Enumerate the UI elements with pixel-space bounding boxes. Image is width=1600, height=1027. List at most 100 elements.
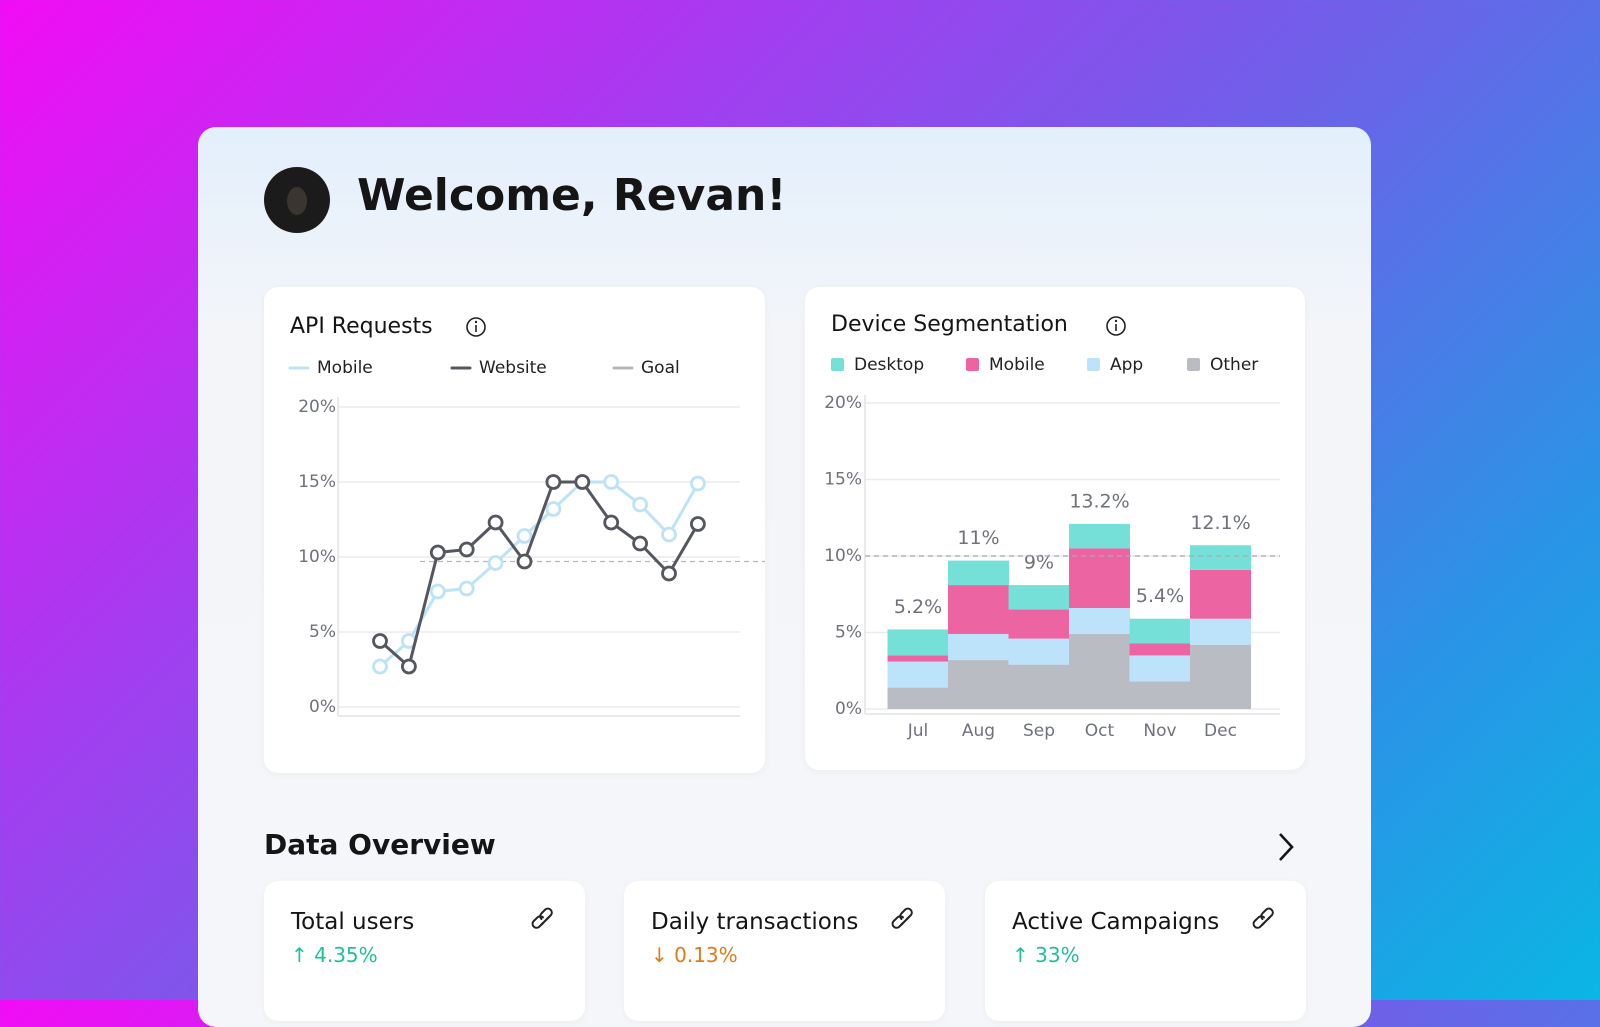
- total-label: 5.4%: [1136, 585, 1184, 607]
- series-line: [379, 480, 700, 668]
- chart-title: API Requests: [290, 314, 433, 339]
- chart: Device Segmentation 0% 5% 10% 15% 20% Desktop…: [824, 312, 1280, 741]
- bar-segment: [1069, 608, 1130, 635]
- info-icon[interactable]: [466, 317, 486, 337]
- data-point: [632, 535, 649, 552]
- y-tick-label: 20%: [824, 393, 862, 413]
- chart-card: API Requests 0% 5% 10% 15% 20% Mobile Website G…: [264, 287, 765, 773]
- data-point: [516, 528, 533, 544]
- data-point: [429, 583, 446, 600]
- bar-segment: [1129, 681, 1191, 709]
- legend-swatch: [1187, 358, 1200, 371]
- chart: API Requests 0% 5% 10% 15% 20% Mobile Website G…: [288, 314, 765, 717]
- bar-segment: [948, 634, 1009, 661]
- y-tick-label: 5%: [835, 623, 862, 643]
- total-label: 5.2%: [894, 596, 942, 618]
- stat-title: Total users: [291, 909, 415, 935]
- link-icon[interactable]: [890, 906, 920, 936]
- stat-change: ↓ 0.13%: [651, 943, 738, 967]
- data-point: [574, 474, 591, 490]
- legend-label: App: [1110, 355, 1143, 375]
- data-point: [689, 475, 706, 492]
- bar-segment: [1069, 634, 1130, 709]
- x-tick-label: Nov: [1143, 721, 1176, 741]
- bar-segment: [1190, 618, 1251, 645]
- stat-card[interactable]: Active Campaigns ↑ 33%: [985, 881, 1306, 1021]
- total-label: 11%: [957, 527, 999, 549]
- stat-title: Daily transactions: [651, 909, 859, 935]
- legend-label: Mobile: [317, 358, 373, 378]
- bar-segment: [1008, 638, 1070, 665]
- x-tick-label: Aug: [962, 721, 995, 741]
- y-tick-label: 5%: [309, 622, 336, 642]
- chart-card: Device Segmentation 0% 5% 10% 15% 20% Desktop…: [805, 287, 1305, 770]
- data-point: [372, 633, 388, 649]
- data-point: [603, 474, 620, 490]
- bar-segment: [1129, 655, 1191, 682]
- total-label: 9%: [1024, 552, 1054, 574]
- y-tick-label: 10%: [824, 546, 862, 566]
- y-tick-label: 0%: [835, 699, 862, 719]
- bar-segment: [1129, 618, 1191, 644]
- series-line: [379, 480, 700, 668]
- x-tick-label: Dec: [1204, 721, 1237, 741]
- legend-label: Website: [479, 358, 547, 378]
- section-title: Data Overview: [264, 828, 496, 861]
- legend-swatch: [966, 358, 979, 371]
- data-point: [689, 516, 706, 532]
- chart-title: Device Segmentation: [831, 312, 1068, 337]
- bar-segment: [1190, 569, 1251, 619]
- bar-segment: [948, 660, 1009, 709]
- bar-segment: [887, 687, 949, 709]
- data-point: [603, 514, 620, 531]
- y-tick-label: 15%: [298, 472, 336, 492]
- stat-change: ↑ 33%: [1012, 943, 1080, 967]
- data-point: [458, 541, 475, 558]
- y-tick-label: 0%: [309, 697, 336, 717]
- bar-segment: [1008, 664, 1070, 709]
- data-point: [458, 580, 475, 597]
- stat-card[interactable]: Total users ↑ 4.35%: [264, 881, 585, 1021]
- bar-segment: [1008, 585, 1070, 610]
- data-point: [545, 474, 562, 490]
- legend-label: Mobile: [989, 355, 1045, 375]
- data-point: [632, 496, 649, 513]
- info-icon[interactable]: [1106, 316, 1126, 336]
- link-icon[interactable]: [1251, 906, 1281, 936]
- data-point: [545, 501, 562, 517]
- stat-card[interactable]: Daily transactions ↓ 0.13%: [624, 881, 945, 1021]
- legend-swatch: [1087, 358, 1100, 371]
- bar-segment: [1129, 643, 1191, 656]
- total-label: 13.2%: [1069, 490, 1129, 512]
- bar-segment: [1190, 545, 1251, 570]
- data-point: [487, 514, 504, 531]
- bar-segment: [887, 661, 949, 688]
- data-point: [661, 565, 677, 582]
- legend-label: Desktop: [854, 355, 924, 375]
- bar-segment: [1190, 644, 1251, 709]
- bar-segment: [948, 560, 1009, 586]
- x-tick-label: Sep: [1023, 721, 1055, 741]
- stat-change: ↑ 4.35%: [291, 943, 378, 967]
- data-point: [487, 555, 504, 571]
- data-point: [400, 658, 417, 675]
- x-tick-label: Oct: [1085, 721, 1115, 741]
- legend-label: Other: [1210, 355, 1258, 375]
- legend-label: Goal: [641, 358, 680, 378]
- stat-title: Active Campaigns: [1012, 909, 1220, 935]
- y-tick-label: 20%: [298, 397, 336, 417]
- link-icon[interactable]: [530, 906, 560, 936]
- data-point: [516, 553, 533, 570]
- data-point: [429, 544, 446, 561]
- y-tick-label: 10%: [298, 547, 336, 567]
- bar-segment: [1008, 609, 1070, 639]
- avatar[interactable]: [264, 167, 330, 233]
- bar-segment: [1069, 523, 1130, 549]
- chevron-button[interactable]: [1272, 830, 1300, 864]
- x-tick-label: Jul: [907, 721, 929, 741]
- bar-segment: [887, 629, 949, 656]
- y-tick-label: 15%: [824, 470, 862, 490]
- data-point: [372, 658, 388, 675]
- data-point: [661, 526, 677, 543]
